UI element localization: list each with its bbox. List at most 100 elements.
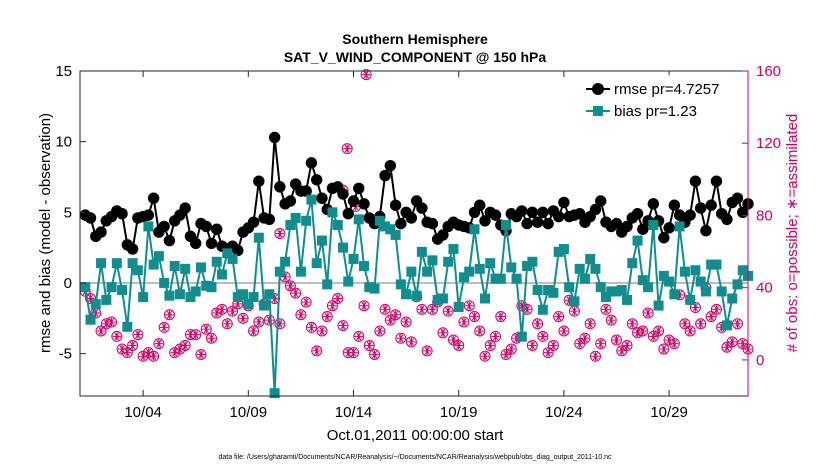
obs-count-marker bbox=[479, 350, 491, 362]
bias-point bbox=[679, 266, 690, 277]
rmse-point bbox=[637, 223, 649, 235]
bias-point bbox=[711, 259, 722, 270]
obs-count-marker bbox=[153, 338, 165, 350]
bias-point bbox=[653, 300, 664, 311]
rmse-point bbox=[347, 195, 360, 207]
rmse-point bbox=[163, 234, 176, 247]
bias-point bbox=[390, 229, 401, 240]
bias-point bbox=[453, 301, 464, 312]
obs-count-marker bbox=[705, 311, 717, 323]
rmse-point bbox=[353, 182, 365, 194]
bias-point bbox=[353, 214, 364, 225]
obs-count-marker bbox=[405, 336, 417, 348]
bias-point bbox=[537, 304, 548, 315]
bias-point bbox=[143, 221, 154, 232]
obs-count-marker bbox=[295, 309, 307, 321]
obs-count-marker bbox=[568, 305, 580, 317]
obs-count-marker bbox=[426, 303, 438, 315]
obs-count-marker bbox=[495, 311, 507, 323]
obs-count-marker bbox=[490, 330, 502, 342]
obs-count-marker bbox=[605, 314, 617, 326]
obs-count-marker bbox=[558, 325, 570, 337]
bias-point bbox=[190, 286, 201, 297]
bias-point bbox=[195, 262, 206, 273]
rmse-point bbox=[147, 192, 160, 204]
obs-count-marker bbox=[305, 321, 317, 333]
rmse-point bbox=[573, 208, 586, 220]
bias-point bbox=[480, 293, 491, 304]
legend-rmse-label: rmse pr=4.7257 bbox=[614, 81, 719, 98]
rmse-point bbox=[531, 216, 544, 228]
bias-point bbox=[527, 256, 538, 267]
obs-count-marker bbox=[421, 345, 433, 357]
obs-count-marker bbox=[369, 348, 381, 360]
bias-point bbox=[579, 273, 590, 284]
obs-count-marker bbox=[632, 327, 644, 339]
obs-count-marker bbox=[132, 329, 144, 341]
bias-point bbox=[85, 314, 96, 325]
bias-point bbox=[274, 266, 285, 277]
rmse-point bbox=[300, 185, 312, 197]
obs-count-marker bbox=[547, 339, 559, 351]
bias-point bbox=[164, 290, 175, 301]
rmse-point bbox=[274, 181, 286, 193]
obs-count-marker bbox=[437, 327, 449, 339]
bias-point bbox=[600, 292, 611, 303]
bias-point bbox=[101, 294, 112, 305]
y-tick-label-left: 15 bbox=[55, 63, 72, 80]
obs-count-marker bbox=[447, 334, 459, 346]
rmse-point bbox=[595, 195, 607, 207]
obs-count-marker bbox=[642, 307, 654, 319]
bias-point bbox=[695, 276, 706, 287]
obs-count-marker bbox=[95, 325, 107, 337]
obs-count-marker bbox=[616, 345, 628, 357]
obs-series-layer bbox=[79, 69, 754, 362]
obs-count-marker bbox=[658, 343, 670, 355]
bias-point bbox=[117, 285, 128, 296]
obs-count-marker bbox=[526, 339, 538, 351]
bias-point bbox=[632, 235, 643, 246]
bias-point bbox=[516, 331, 527, 342]
y-tick-label-left: 10 bbox=[55, 134, 72, 151]
bias-point bbox=[569, 296, 580, 307]
bias-point bbox=[532, 285, 543, 296]
obs-count-marker bbox=[731, 318, 743, 330]
obs-count-marker bbox=[332, 293, 344, 304]
rmse-point bbox=[710, 175, 723, 187]
obs-count-marker bbox=[311, 345, 323, 357]
bias-point bbox=[90, 299, 101, 310]
obs-count-marker bbox=[726, 336, 738, 348]
rmse-point bbox=[647, 198, 660, 210]
bias-point bbox=[306, 194, 317, 205]
bias-point bbox=[716, 286, 727, 297]
obs-count-marker bbox=[458, 316, 470, 328]
bias-point bbox=[495, 273, 506, 284]
data-file-footnote: data file: /Users/gharamti/Documents/NCA… bbox=[218, 454, 612, 461]
bias-point bbox=[369, 283, 380, 294]
obs-count-marker bbox=[127, 339, 139, 351]
bias-point bbox=[574, 263, 585, 274]
bias-point bbox=[732, 279, 743, 290]
legend: rmse pr=4.7257 bias pr=1.23 bbox=[584, 75, 744, 125]
bias-point bbox=[669, 289, 680, 300]
obs-count-marker bbox=[400, 316, 412, 328]
obs-count-marker bbox=[611, 334, 623, 346]
bias-point bbox=[485, 258, 496, 269]
bias-point bbox=[395, 279, 406, 290]
rmse-point bbox=[684, 209, 696, 221]
bias-point bbox=[227, 253, 238, 264]
obs-count-marker bbox=[505, 343, 517, 355]
bias-point bbox=[506, 262, 517, 273]
rmse-point bbox=[358, 198, 370, 210]
obs-count-marker bbox=[300, 296, 312, 308]
bias-point bbox=[458, 272, 469, 283]
rmse-point bbox=[337, 188, 349, 200]
rmse-point bbox=[310, 174, 323, 186]
bias-point bbox=[132, 265, 143, 276]
bias-series-layer bbox=[80, 194, 753, 399]
obs-count-marker bbox=[158, 321, 170, 333]
obs-count-marker bbox=[532, 318, 544, 330]
bias-point bbox=[222, 248, 233, 259]
bias-point bbox=[648, 220, 659, 231]
bias-point bbox=[448, 244, 459, 255]
